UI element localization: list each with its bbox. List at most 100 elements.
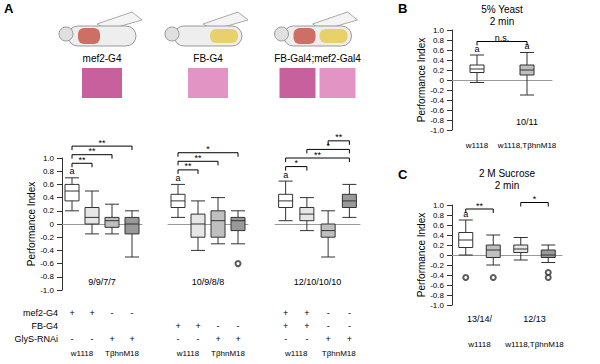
svg-text:+: +	[69, 308, 74, 318]
svg-text:a: a	[175, 173, 180, 183]
svg-text:FB-G4: FB-G4	[193, 53, 223, 64]
svg-text:FB-Gal4;mef2-Gal4: FB-Gal4;mef2-Gal4	[274, 53, 361, 64]
svg-text:0.2: 0.2	[43, 206, 55, 215]
svg-text:-: -	[91, 334, 94, 344]
svg-text:1.0: 1.0	[43, 154, 55, 163]
svg-text:**: **	[78, 155, 86, 165]
svg-text:-0.8: -0.8	[430, 291, 444, 300]
svg-text:-0.8: -0.8	[430, 116, 444, 125]
svg-text:-: -	[197, 334, 200, 344]
svg-text:0.4: 0.4	[433, 231, 445, 240]
svg-text:+: +	[109, 334, 114, 344]
svg-text:0.2: 0.2	[433, 66, 445, 75]
svg-text:**: **	[98, 138, 106, 148]
svg-text:*: *	[294, 158, 298, 168]
svg-text:13/14/: 13/14/	[467, 314, 493, 324]
svg-text:-: -	[237, 321, 240, 331]
svg-text:0.4: 0.4	[433, 56, 445, 65]
svg-text:+: +	[215, 334, 220, 344]
svg-text:+: +	[175, 321, 180, 331]
svg-text:w1118: w1118	[467, 340, 491, 349]
svg-text:Performance Index: Performance Index	[26, 182, 37, 267]
svg-text:0.8: 0.8	[433, 211, 445, 220]
svg-text:0.6: 0.6	[43, 180, 55, 189]
svg-text:0.6: 0.6	[433, 221, 445, 230]
svg-text:B: B	[398, 1, 407, 16]
svg-text:+: +	[129, 334, 134, 344]
svg-text:-0.4: -0.4	[40, 246, 54, 255]
svg-text:0.8: 0.8	[433, 36, 445, 45]
svg-text:FB-G4: FB-G4	[31, 321, 58, 331]
svg-text:-0.2: -0.2	[430, 86, 444, 95]
svg-text:9/9/7/7: 9/9/7/7	[88, 277, 116, 287]
svg-text:1.0: 1.0	[433, 26, 445, 35]
svg-text:C: C	[398, 167, 408, 182]
svg-text:*: *	[533, 194, 537, 204]
svg-text:-0.2: -0.2	[40, 233, 54, 242]
svg-text:-: -	[284, 334, 287, 344]
svg-text:2 min: 2 min	[495, 180, 519, 191]
svg-text:+: +	[304, 308, 309, 318]
svg-text:-0.4: -0.4	[430, 96, 444, 105]
svg-text:-0.4: -0.4	[430, 271, 444, 280]
svg-text:0.6: 0.6	[433, 46, 445, 55]
svg-text:+: +	[347, 334, 352, 344]
svg-text:-: -	[348, 308, 351, 318]
svg-text:n.s.: n.s.	[495, 33, 510, 43]
svg-text:0.2: 0.2	[433, 241, 445, 250]
svg-text:Performance Index: Performance Index	[416, 213, 427, 298]
svg-text:0: 0	[440, 76, 445, 85]
svg-text:+: +	[304, 321, 309, 331]
svg-text:-0.6: -0.6	[40, 259, 54, 268]
svg-text:+: +	[195, 321, 200, 331]
svg-text:**: **	[194, 153, 202, 163]
svg-text:-: -	[111, 308, 114, 318]
svg-text:-: -	[177, 334, 180, 344]
svg-text:w1118: w1118	[176, 349, 200, 358]
svg-text:Performance Index: Performance Index	[416, 38, 427, 123]
svg-text:A: A	[4, 1, 14, 16]
svg-text:12/13: 12/13	[523, 314, 546, 324]
svg-text:**: **	[314, 150, 322, 160]
svg-text:w1118: w1118	[284, 349, 308, 358]
svg-text:*: *	[206, 144, 210, 154]
svg-text:+: +	[283, 308, 288, 318]
svg-text:TβhnM18: TβhnM18	[105, 349, 140, 358]
svg-text:TβhnM18: TβhnM18	[211, 349, 246, 358]
svg-text:-1.0: -1.0	[430, 301, 444, 310]
svg-text:w1118: w1118	[465, 141, 489, 150]
svg-text:-: -	[327, 321, 330, 331]
svg-text:0.4: 0.4	[43, 193, 55, 202]
svg-text:+: +	[325, 334, 330, 344]
svg-text:1.0: 1.0	[433, 201, 445, 210]
svg-text:-0.8: -0.8	[40, 272, 54, 281]
svg-text:+: +	[235, 334, 240, 344]
svg-text:-: -	[71, 334, 74, 344]
svg-text:-0.2: -0.2	[430, 261, 444, 270]
svg-text:-: -	[131, 308, 134, 318]
svg-text:-1.0: -1.0	[430, 126, 444, 135]
svg-text:w1118,TβhnM18: w1118,TβhnM18	[497, 141, 557, 150]
svg-text:**: **	[88, 146, 96, 156]
svg-text:a: a	[283, 170, 288, 180]
svg-text:TβhnM18: TβhnM18	[322, 349, 357, 358]
svg-text:w1118: w1118	[70, 349, 94, 358]
svg-text:**: **	[476, 201, 484, 211]
svg-text:-: -	[305, 334, 308, 344]
svg-text:+: +	[89, 308, 94, 318]
svg-text:-1.0: -1.0	[40, 286, 54, 295]
svg-text:2 M Sucrose: 2 M Sucrose	[479, 168, 536, 179]
svg-text:12/10/10/10: 12/10/10/10	[294, 277, 342, 287]
svg-text:w1118,TβhnM18: w1118,TβhnM18	[504, 340, 564, 349]
svg-text:a: a	[69, 166, 74, 176]
svg-text:**: **	[335, 132, 343, 142]
svg-text:2 min: 2 min	[490, 16, 514, 27]
svg-text:-: -	[327, 308, 330, 318]
svg-text:mef2-G4: mef2-G4	[23, 308, 58, 318]
svg-text:+: +	[283, 321, 288, 331]
svg-text:-: -	[217, 321, 220, 331]
svg-text:-0.6: -0.6	[430, 281, 444, 290]
svg-text:10/11: 10/11	[516, 117, 538, 127]
svg-text:0: 0	[440, 251, 445, 260]
svg-text:10/9/8/8: 10/9/8/8	[192, 277, 225, 287]
